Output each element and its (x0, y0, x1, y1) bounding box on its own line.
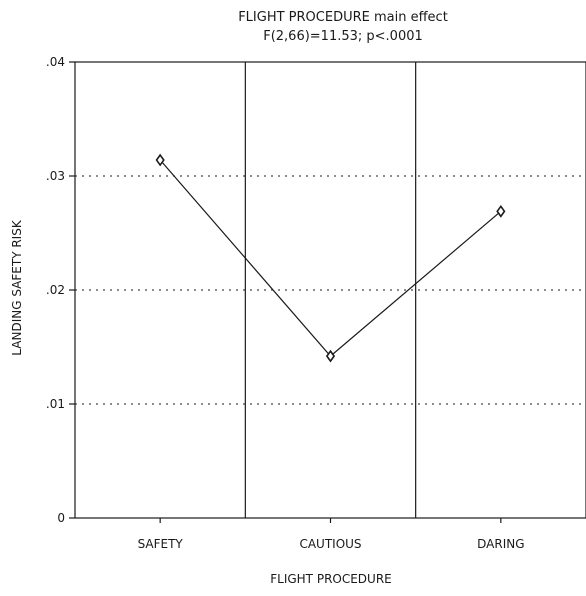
y-tick-label: .04 (46, 55, 65, 69)
data-point (496, 204, 506, 218)
chart-subtitle: F(2,66)=11.53; p<.0001 (263, 29, 423, 44)
chart-title: FLIGHT PROCEDURE main effect (238, 10, 448, 25)
data-point (325, 349, 336, 363)
y-axis-label: LANDING SAFETY RISK (10, 219, 24, 356)
series-line (159, 159, 502, 357)
y-tick-label: 0 (57, 511, 65, 525)
data-point (155, 153, 165, 167)
x-axis-ticks: SAFETY CAUTIOUS DARING (138, 518, 525, 551)
x-tick-label: CAUTIOUS (299, 537, 361, 551)
series-polyline (159, 159, 502, 357)
x-axis-label: FLIGHT PROCEDURE (270, 572, 392, 586)
gridlines (75, 175, 586, 405)
x-tick-label: SAFETY (138, 537, 184, 551)
x-tick-label: DARING (477, 537, 524, 551)
y-tick-label: .01 (46, 397, 65, 411)
y-tick-label: .02 (46, 283, 65, 297)
y-axis-ticks: 0 .01 .02 .03 .04 (46, 55, 75, 525)
category-dividers (244, 62, 417, 518)
y-tick-label: .03 (46, 169, 65, 183)
data-markers (155, 153, 506, 363)
